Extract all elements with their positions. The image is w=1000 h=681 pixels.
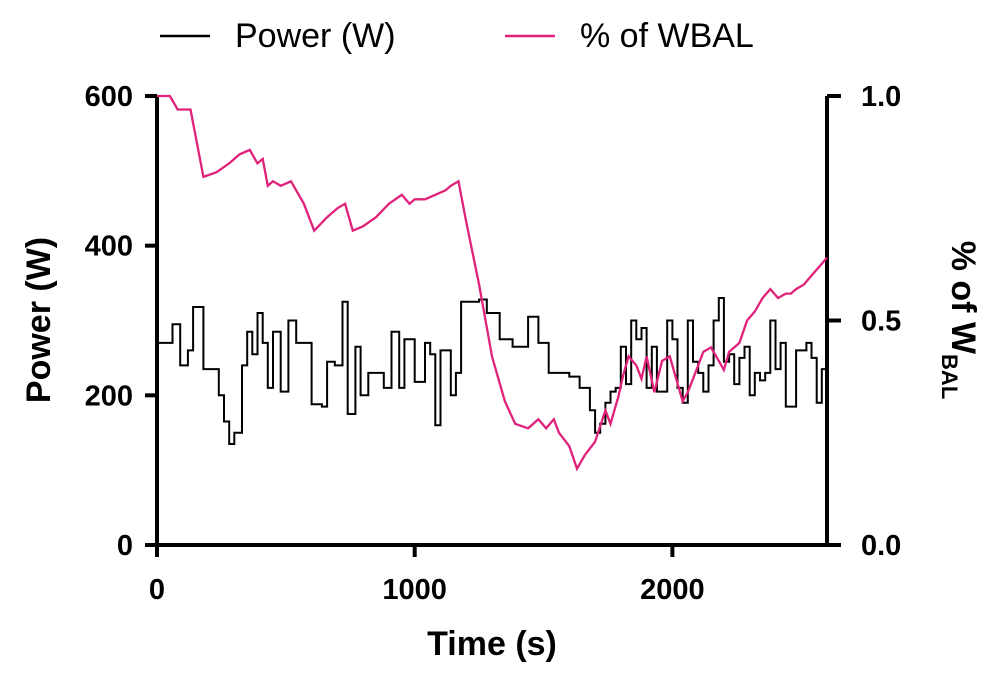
- left-y-tick-label: 0: [117, 530, 133, 562]
- x-tick-label: 0: [149, 574, 165, 606]
- plot-area: [157, 94, 828, 472]
- left-y-axis-title: Power (W): [20, 237, 58, 403]
- legend-label-power: Power (W): [235, 17, 396, 55]
- x-tick-label: 1000: [382, 574, 447, 606]
- right-y-axis-title-main: % of W: [944, 241, 982, 355]
- left-y-tick-label: 400: [85, 231, 133, 263]
- right-y-tick-label: 1.0: [861, 81, 901, 113]
- right-y-axis-title-sub: BAL: [937, 354, 962, 399]
- series-wbal-line: [157, 94, 828, 472]
- legend-label-wbal: % of WBAL: [580, 17, 754, 55]
- x-axis-title: Time (s): [427, 625, 557, 663]
- svg-text:% of WBAL: % of WBAL: [937, 241, 982, 400]
- legend: Power (W) % of WBAL: [160, 17, 754, 55]
- series-power-line: [157, 297, 827, 445]
- left-y-tick-label: 200: [85, 380, 133, 412]
- tick-marks: [145, 94, 841, 557]
- x-tick-label: 2000: [640, 574, 705, 606]
- tick-labels: 0 1000 2000 0 200 400 600 0.0 0.5 1.0: [85, 81, 902, 606]
- right-y-axis-title: % of WBAL: [937, 241, 982, 400]
- left-y-tick-label: 600: [85, 81, 133, 113]
- right-y-tick-label: 0.0: [861, 530, 901, 562]
- right-y-tick-label: 0.5: [861, 306, 901, 338]
